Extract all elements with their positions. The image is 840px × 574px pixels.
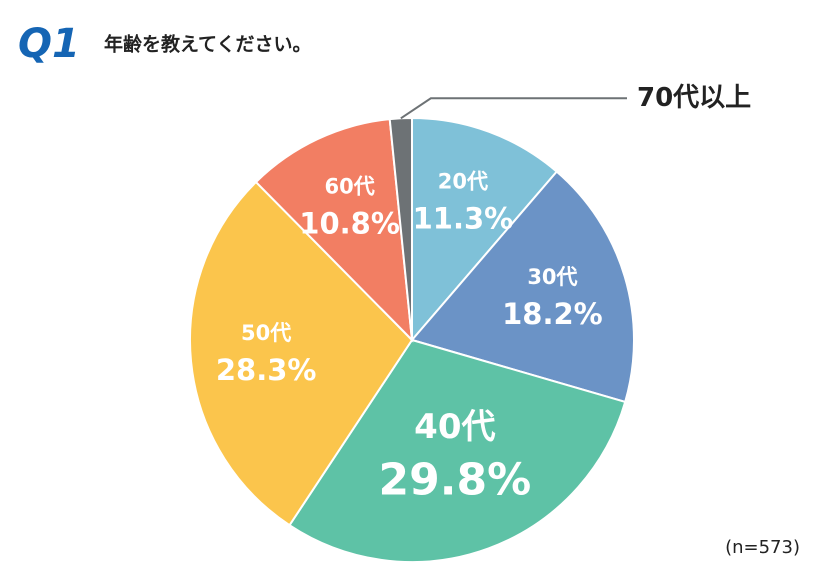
- slice-value: 11.3%: [413, 202, 514, 236]
- pie-slice: [411, 116, 559, 343]
- pie-slice: [254, 118, 414, 343]
- outside-category: 70代以上: [637, 83, 751, 113]
- chart-title: 年齢を教えてください。: [104, 33, 311, 56]
- labels: 20代 11.3% 30代 18.2% 40代 29.8% 50代 28.3% 60代 10.8%…: [216, 83, 751, 506]
- slice-category: 30代: [527, 265, 577, 289]
- slice-category: 50代: [241, 321, 291, 345]
- slice-category: 60代: [324, 174, 374, 198]
- slice-category: 40代: [414, 407, 495, 447]
- badge: Q1: [18, 21, 80, 67]
- slice-value: 29.8%: [379, 455, 532, 506]
- leader-line: [400, 97, 627, 120]
- slice-value: 18.2%: [502, 297, 603, 331]
- pie-slice: [288, 338, 627, 563]
- pie-slice: [189, 180, 414, 527]
- pie-slice: [410, 170, 635, 404]
- slice-category: 20代: [438, 170, 488, 194]
- pie: [189, 116, 635, 563]
- note: (n=573): [725, 537, 800, 558]
- slice-value: 10.8%: [299, 206, 400, 240]
- slice-value: 28.3%: [216, 353, 317, 387]
